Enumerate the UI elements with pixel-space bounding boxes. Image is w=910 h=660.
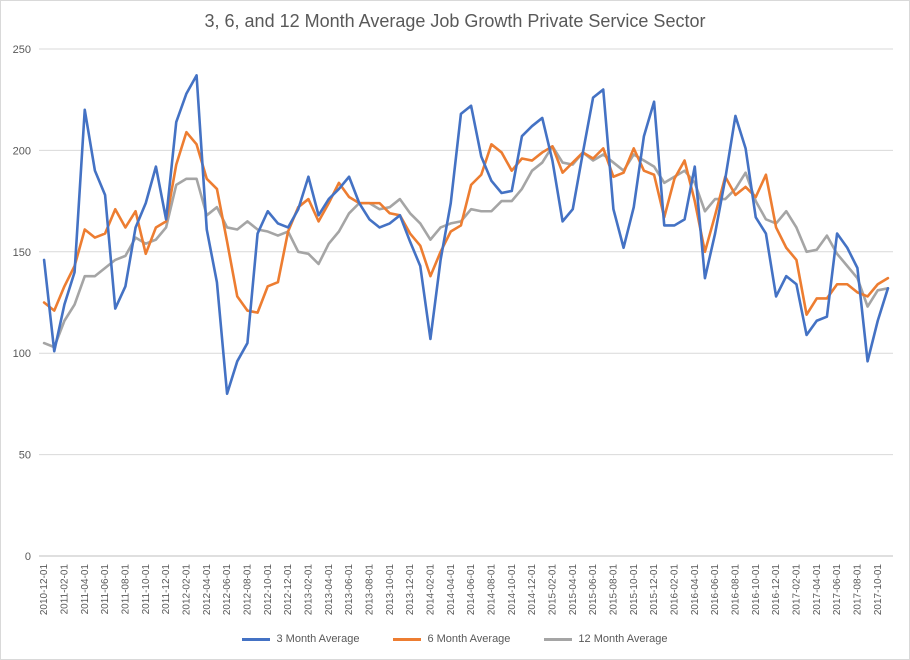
legend-swatch (544, 637, 573, 641)
series-line-6-month-average (42, 130, 890, 316)
x-tick-label: 2013-06-01 (344, 564, 355, 616)
x-tick-label: 2016-12-01 (771, 564, 782, 616)
x-tick-label: 2012-12-01 (283, 564, 294, 616)
series-line-12-month-average (42, 145, 890, 349)
x-tick-label: 2014-04-01 (446, 564, 457, 616)
legend-label: 12 Month Average (578, 633, 668, 645)
x-tick-label: 2016-04-01 (690, 564, 701, 616)
x-tick-label: 2017-06-01 (832, 564, 843, 616)
series-line-3-month-average (42, 74, 890, 396)
y-tick-label: 100 (13, 348, 31, 360)
legend: 3 Month Average 6 Month Average 12 Month A… (1, 633, 909, 645)
x-tick-label: 2016-02-01 (669, 564, 680, 616)
y-tick-label: 200 (13, 145, 31, 157)
x-tick-label: 2015-04-01 (568, 564, 579, 616)
x-tick-label: 2016-10-01 (751, 564, 762, 616)
x-tick-label: 2014-06-01 (466, 564, 477, 616)
x-tick-label: 2011-04-01 (80, 564, 91, 615)
x-tick-label: 2014-02-01 (425, 564, 436, 616)
x-tick-label: 2014-08-01 (486, 564, 497, 616)
x-tick-label: 2017-02-01 (791, 564, 802, 616)
x-tick-label: 2016-08-01 (730, 564, 741, 616)
x-tick-label: 2013-08-01 (364, 564, 375, 616)
x-tick-label: 2010-12-01 (39, 564, 50, 616)
x-tick-label: 2011-10-01 (141, 564, 152, 615)
x-tick-label: 2012-10-01 (263, 564, 274, 616)
x-tick-label: 2015-02-01 (547, 564, 558, 616)
x-tick-label: 2011-08-01 (120, 564, 131, 615)
legend-item: 12 Month Average (544, 633, 668, 645)
x-tick-label: 2013-04-01 (324, 564, 335, 616)
chart-title: 3, 6, and 12 Month Average Job Growth Pr… (204, 11, 706, 31)
legend-label: 6 Month Average (427, 633, 511, 645)
x-tick-label: 2015-06-01 (588, 564, 599, 616)
x-tick-label: 2013-02-01 (303, 564, 314, 616)
y-tick-label: 150 (13, 247, 31, 259)
x-tick-label: 2011-12-01 (161, 564, 172, 615)
x-tick-label: 2015-08-01 (608, 564, 619, 616)
x-tick-label: 2012-06-01 (222, 564, 233, 616)
x-tick-label: 2013-10-01 (385, 564, 396, 616)
y-tick-label: 250 (13, 44, 31, 56)
x-tick-label: 2011-06-01 (100, 564, 111, 615)
legend-item: 3 Month Average (242, 633, 359, 645)
x-tick-label: 2014-12-01 (527, 564, 538, 616)
x-tick-label: 2016-06-01 (710, 564, 721, 616)
legend-item: 6 Month Average (393, 633, 510, 645)
x-tick-label: 2011-02-01 (59, 564, 70, 615)
x-tick-label: 2012-02-01 (181, 564, 192, 616)
legend-label: 3 Month Average (276, 633, 360, 645)
x-tick-label: 2017-04-01 (812, 564, 823, 616)
y-tick-label: 50 (19, 450, 31, 462)
x-tick-label: 2013-12-01 (405, 564, 416, 616)
x-tick-label: 2012-04-01 (202, 564, 213, 616)
x-tick-label: 2017-10-01 (873, 564, 884, 616)
legend-swatch (393, 637, 422, 641)
x-tick-label: 2015-12-01 (649, 564, 660, 616)
x-tick-label: 2012-08-01 (242, 564, 253, 616)
y-tick-label: 0 (25, 551, 31, 563)
x-tick-label: 2015-10-01 (629, 564, 640, 616)
x-tick-label: 2014-10-01 (507, 564, 518, 616)
legend-swatch (242, 637, 271, 641)
x-tick-label: 2017-08-01 (852, 564, 863, 616)
